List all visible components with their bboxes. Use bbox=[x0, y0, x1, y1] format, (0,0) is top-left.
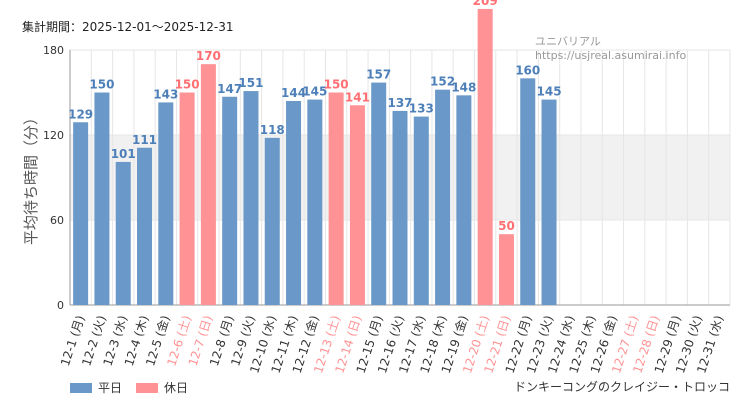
legend-label-holiday: 休日 bbox=[164, 381, 189, 395]
legend-item-holiday[interactable]: 休日 bbox=[136, 379, 188, 396]
bar-value-label: 129 bbox=[68, 107, 93, 121]
bar bbox=[179, 92, 195, 305]
bar bbox=[371, 82, 387, 305]
bar-value-label: 160 bbox=[515, 63, 540, 77]
period-label: 集計期間：2025-12-01〜2025-12-31 bbox=[22, 20, 234, 34]
legend-swatch-weekday bbox=[70, 382, 92, 393]
bar bbox=[264, 137, 280, 305]
bar bbox=[200, 64, 216, 306]
bar-value-label: 137 bbox=[387, 96, 412, 110]
bar-value-label: 145 bbox=[302, 85, 327, 99]
bar bbox=[456, 95, 472, 305]
bar bbox=[477, 8, 493, 306]
bar bbox=[222, 96, 238, 305]
bar-value-label: 133 bbox=[409, 102, 434, 116]
bar bbox=[286, 101, 302, 305]
bar-value-label: 151 bbox=[238, 76, 263, 90]
bar bbox=[158, 102, 174, 306]
bar-value-label: 152 bbox=[430, 75, 455, 89]
bar-value-label: 150 bbox=[324, 78, 349, 92]
y-tick-label: 0 bbox=[57, 299, 64, 312]
bar-value-label: 157 bbox=[366, 68, 391, 82]
attraction-name: ドンキーコングのクレイジー・トロッコ bbox=[513, 380, 730, 394]
bar-value-label: 143 bbox=[153, 87, 178, 101]
legend-item-weekday[interactable]: 平日 bbox=[70, 379, 122, 396]
bar-value-label: 141 bbox=[345, 90, 370, 104]
bar-value-label: 101 bbox=[111, 147, 136, 161]
bar-value-label: 50 bbox=[498, 219, 515, 233]
bar bbox=[541, 99, 557, 305]
bar bbox=[73, 122, 89, 305]
bar bbox=[349, 105, 365, 305]
bar-value-label: 111 bbox=[132, 133, 157, 147]
legend-swatch-holiday bbox=[136, 382, 159, 393]
y-tick-label: 180 bbox=[43, 44, 64, 57]
bar bbox=[413, 116, 429, 305]
bar-value-label: 150 bbox=[89, 78, 114, 92]
bar-value-label: 147 bbox=[217, 82, 242, 96]
bar bbox=[243, 91, 259, 305]
y-tick-label: 60 bbox=[50, 214, 64, 227]
y-tick-label: 120 bbox=[43, 129, 64, 142]
bar-value-label: 209 bbox=[473, 0, 498, 8]
bar-value-label: 118 bbox=[260, 123, 285, 137]
bar-value-label: 144 bbox=[281, 86, 306, 100]
bar bbox=[520, 78, 536, 305]
bar bbox=[94, 92, 110, 305]
bar-value-label: 170 bbox=[196, 49, 221, 63]
bar bbox=[328, 92, 344, 305]
y-axis-title: 平均待ち時間（分） bbox=[22, 110, 40, 245]
bar bbox=[498, 234, 514, 305]
legend: 平日 休日 bbox=[70, 379, 202, 396]
bar bbox=[392, 110, 408, 306]
bar-value-label: 150 bbox=[175, 78, 200, 92]
bar bbox=[115, 161, 131, 305]
bar bbox=[307, 99, 323, 305]
legend-label-weekday: 平日 bbox=[98, 381, 123, 395]
bar-value-label: 148 bbox=[451, 80, 476, 94]
source-credit: ユニバリアル https://usjreal.asumirai.info bbox=[535, 35, 687, 62]
bar bbox=[137, 147, 153, 305]
bar-value-label: 145 bbox=[537, 85, 562, 99]
bar bbox=[435, 89, 451, 306]
